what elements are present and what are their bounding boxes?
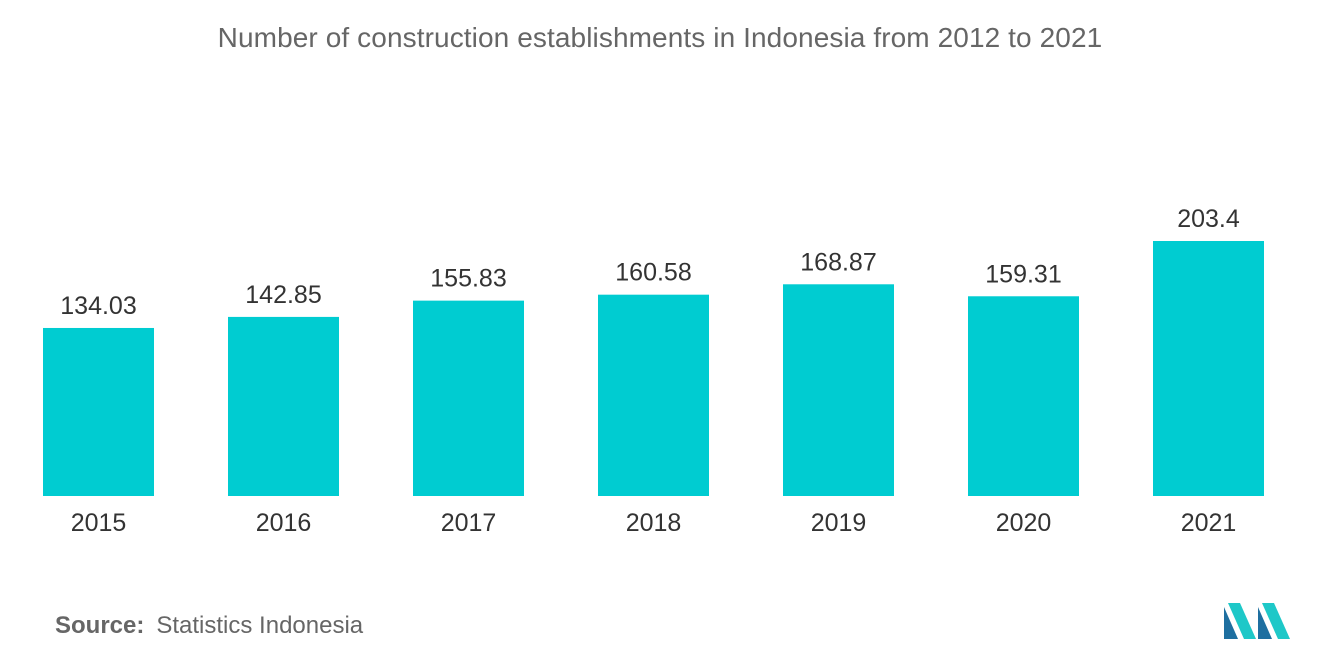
x-tick-label-2020: 2020 bbox=[996, 509, 1052, 537]
value-label-2017: 155.83 bbox=[430, 265, 506, 293]
value-label-2016: 142.85 bbox=[245, 281, 321, 309]
x-tick-label-2019: 2019 bbox=[811, 509, 867, 537]
x-tick-label-2017: 2017 bbox=[441, 509, 497, 537]
bar-2015 bbox=[43, 327, 154, 496]
value-label-2021: 203.4 bbox=[1177, 205, 1240, 233]
source-text: Statistics Indonesia bbox=[156, 612, 364, 639]
value-label-2015: 134.03 bbox=[60, 292, 136, 320]
bars-group bbox=[43, 241, 1264, 496]
bar-2016 bbox=[228, 316, 339, 496]
x-axis-ticks: 2015 2016 2017 2018 2019 2020 2021 bbox=[71, 509, 1237, 537]
value-label-2018: 160.58 bbox=[615, 259, 691, 287]
chart-title: Number of construction establishments in… bbox=[217, 22, 1103, 53]
source-label: Source: bbox=[55, 612, 145, 639]
bar-2020 bbox=[968, 296, 1079, 496]
mordor-intelligence-logo-icon bbox=[1224, 603, 1290, 639]
x-tick-label-2021: 2021 bbox=[1181, 509, 1237, 537]
value-labels-group: 134.03 142.85 155.83 160.58 168.87 159.31 203.… bbox=[60, 205, 1240, 320]
value-label-2020: 159.31 bbox=[985, 260, 1061, 288]
bar-2017 bbox=[413, 300, 524, 496]
x-tick-label-2015: 2015 bbox=[71, 509, 127, 537]
bar-2018 bbox=[598, 294, 709, 496]
x-tick-label-2018: 2018 bbox=[626, 509, 682, 537]
source-note: Source: Statistics Indonesia bbox=[55, 612, 363, 640]
x-tick-label-2016: 2016 bbox=[256, 509, 312, 537]
value-label-2019: 168.87 bbox=[800, 248, 876, 276]
bar-2021 bbox=[1153, 241, 1264, 496]
bar-2019 bbox=[783, 284, 894, 496]
